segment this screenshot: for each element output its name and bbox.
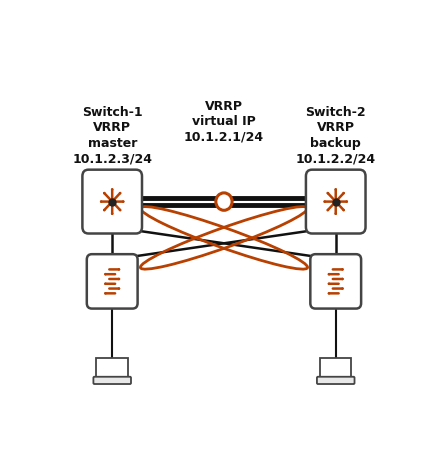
FancyBboxPatch shape <box>310 254 361 309</box>
Ellipse shape <box>216 193 232 210</box>
Text: Switch-2
VRRP
backup
10.1.2.2/24: Switch-2 VRRP backup 10.1.2.2/24 <box>296 106 376 165</box>
FancyBboxPatch shape <box>97 357 128 379</box>
FancyBboxPatch shape <box>83 170 142 234</box>
FancyBboxPatch shape <box>317 377 354 384</box>
FancyBboxPatch shape <box>94 377 131 384</box>
FancyBboxPatch shape <box>320 357 351 379</box>
FancyBboxPatch shape <box>306 170 365 234</box>
Text: Switch-1
VRRP
master
10.1.2.3/24: Switch-1 VRRP master 10.1.2.3/24 <box>72 106 152 165</box>
Text: VRRP
virtual IP
10.1.2.1/24: VRRP virtual IP 10.1.2.1/24 <box>184 99 264 144</box>
FancyBboxPatch shape <box>87 254 138 309</box>
